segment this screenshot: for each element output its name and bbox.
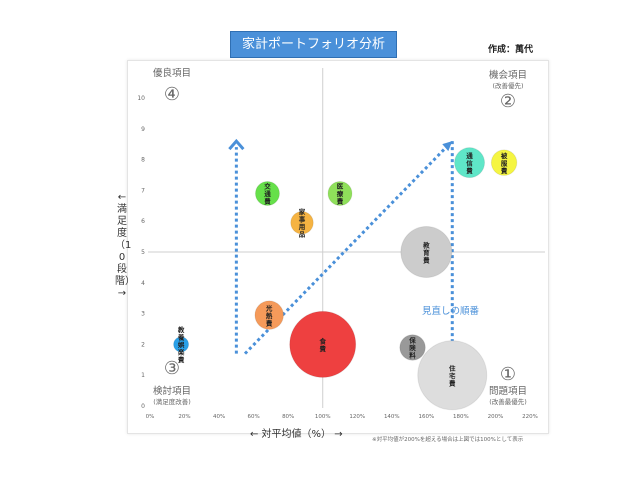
quadrant-label: 機会項目 xyxy=(489,69,527,81)
y-tick-label: 9 xyxy=(141,126,145,133)
order-arrowhead-diagonal xyxy=(442,141,453,152)
y-tick-label: 0 xyxy=(141,403,145,410)
y-tick-label: 7 xyxy=(141,187,145,194)
bubble xyxy=(399,334,426,361)
bubble xyxy=(454,147,486,179)
bubble-label: 住宅費 xyxy=(449,363,456,387)
bubble xyxy=(400,226,453,278)
x-tick-label: 20% xyxy=(178,414,190,420)
bubble-label: 家事用品 xyxy=(298,207,306,239)
bubble-label: 食費 xyxy=(318,336,326,353)
y-tick-label: 10 xyxy=(137,95,145,102)
quadrant-sublabel: (改善優先) xyxy=(492,81,523,90)
bubble xyxy=(327,180,353,206)
x-tick-label: 220% xyxy=(522,414,538,420)
x-tick-label: 100% xyxy=(315,414,331,420)
quadrant-sublabel: (満足度改善) xyxy=(153,397,191,406)
bubble-label: 教養娯楽費 xyxy=(177,325,185,364)
y-tick-label: 8 xyxy=(141,157,145,164)
bubble-label: 光熱費 xyxy=(265,303,273,327)
x-tick-label: 160% xyxy=(418,414,434,420)
quadrant-number: ③ xyxy=(164,358,180,379)
x-tick-label: 80% xyxy=(282,414,294,420)
bubble xyxy=(254,180,280,206)
y-tick-label: 3 xyxy=(141,311,145,318)
x-tick-label: 140% xyxy=(384,414,400,420)
axes-layer: 0% 20% 40% 60% 80% 100% 120% 140% 160% 180% 200% 22… xyxy=(137,68,545,420)
y-tick-label: 5 xyxy=(141,249,145,256)
quadrant-number: ② xyxy=(500,91,516,112)
x-tick-label: 120% xyxy=(349,414,365,420)
y-tick-label: 2 xyxy=(141,341,145,348)
order-arrowhead-up xyxy=(228,138,245,151)
bubble xyxy=(490,149,518,176)
x-tick-label: 180% xyxy=(453,414,469,420)
quadrant-number: ① xyxy=(500,364,516,385)
quadrant-sublabel: (改善最優先) xyxy=(489,397,527,406)
x-tick-label: 0% xyxy=(146,414,155,420)
bubble xyxy=(417,340,488,411)
x-tick-label: 40% xyxy=(213,414,225,420)
quadrant-label: 検討項目 xyxy=(153,385,191,397)
author-label: 作成：萬代 xyxy=(488,45,534,55)
bubble-label: 教育費 xyxy=(422,240,430,264)
bubble xyxy=(173,336,190,353)
review-order-annotation: 見直しの順番 xyxy=(422,305,480,317)
y-tick-label: 1 xyxy=(141,372,145,379)
x-axis-title: ← 対平均値（%） → xyxy=(250,429,343,440)
bubble xyxy=(254,300,284,330)
bubble-label: 通信費 xyxy=(466,151,473,175)
quadrant-label: 問題項目 xyxy=(489,386,527,397)
quadrant-label: 優良項目 xyxy=(153,67,191,79)
chart-title: 家計ポートフォリオ分析 xyxy=(230,31,397,58)
bubble-label: 保険料 xyxy=(408,336,416,360)
y-tick-label: 4 xyxy=(141,280,145,287)
footnote: ※対平均値が200%を超える場合は上図では100%として表示 xyxy=(372,437,524,443)
x-tick-label: 60% xyxy=(248,414,260,420)
bubble xyxy=(290,210,314,235)
bubble-label: 交通費 xyxy=(264,182,271,206)
x-tick-label: 200% xyxy=(488,414,504,420)
y-axis-title: ← 満足度（10段階） → xyxy=(115,192,135,299)
y-tick-label: 6 xyxy=(141,218,145,225)
quadrant-number: ④ xyxy=(164,84,180,105)
bubble-label: 医療費 xyxy=(337,183,344,206)
bubble xyxy=(289,310,357,378)
bubble-label: 被服費 xyxy=(501,151,508,175)
